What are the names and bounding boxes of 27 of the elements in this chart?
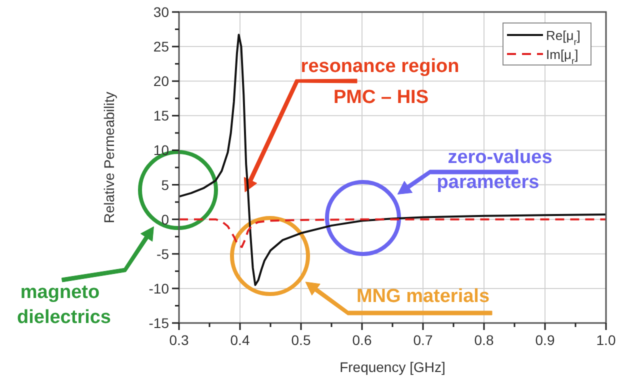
- y-tick-label: -5: [156, 246, 170, 262]
- x-axis-title: Frequency [GHz]: [340, 359, 446, 375]
- y-tick-label: 0: [161, 211, 170, 228]
- x-tick-label: 0.6: [352, 332, 372, 348]
- y-tick-label: 30: [153, 4, 170, 20]
- x-tick-label: 0.4: [230, 332, 250, 348]
- annotation: MNG materials: [356, 286, 490, 307]
- line-series: [178, 218, 607, 248]
- legend-label: Re[μ$_{r}$]: [546, 28, 580, 47]
- annotation: resonance region PMC – HIS: [300, 56, 460, 108]
- x-tick-label: 0.7: [413, 332, 433, 348]
- text: magneto dielectrics: [17, 282, 111, 328]
- y-axis-title: Relative Permeability: [101, 92, 117, 224]
- y-tick-label: -15: [148, 315, 170, 331]
- x-tick-label: 1.0: [596, 332, 616, 348]
- y-tick-label: 15: [153, 108, 170, 124]
- y-tick-label: 25: [153, 38, 170, 55]
- annotation: zero-values parameters: [436, 147, 552, 193]
- y-tick-label: 20: [153, 73, 170, 90]
- legend-label: Im[μ$_{r}$]: [546, 47, 578, 66]
- y-tick-label: 10: [153, 142, 170, 158]
- y-tick-label: -10: [148, 280, 170, 296]
- x-tick-label: 0.3: [169, 332, 189, 348]
- x-tick-label: 0.8: [474, 332, 494, 348]
- x-tick-label: 0.5: [291, 332, 311, 348]
- y-tick-label: 5: [161, 176, 170, 193]
- x-tick-label: 0.9: [535, 332, 555, 348]
